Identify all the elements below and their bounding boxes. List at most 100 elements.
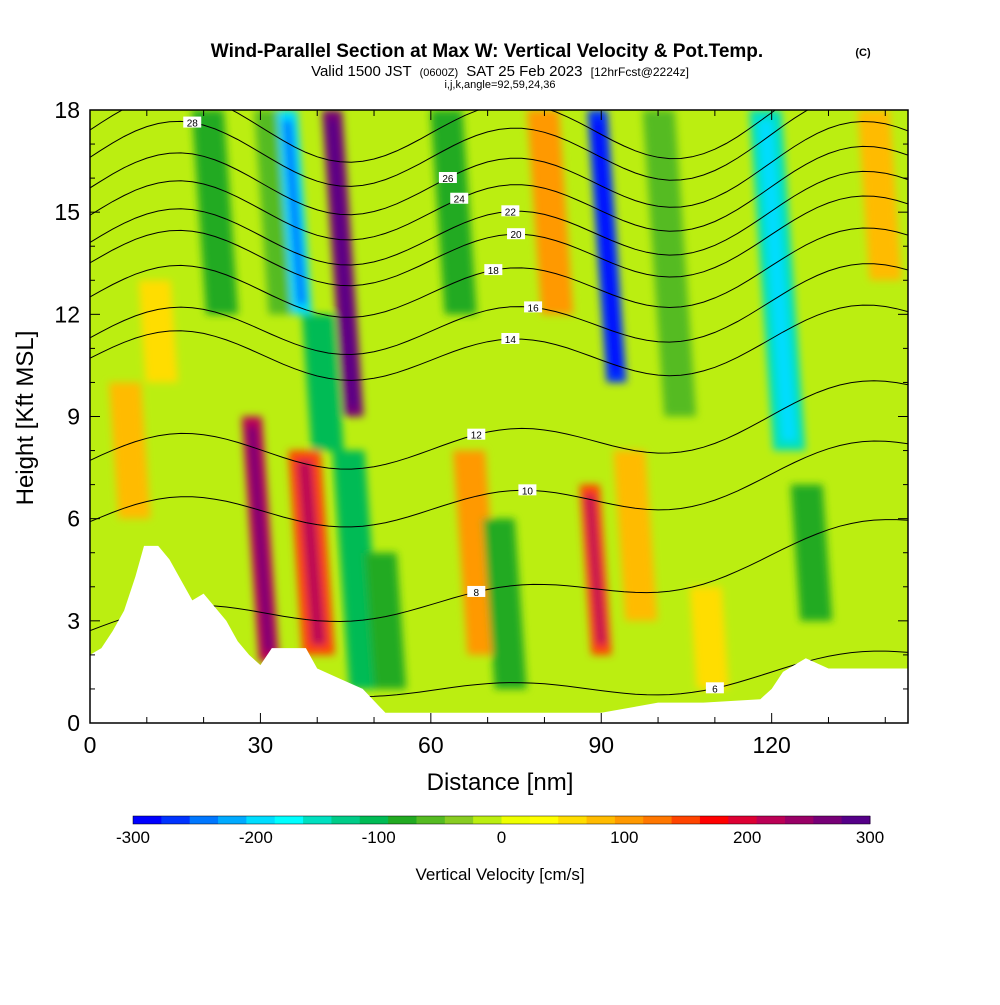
theta-contour-16	[90, 263, 908, 356]
grid-indices: i,j,k,angle=92,59,24,36	[444, 79, 555, 91]
y-axis-label: Height [Kft MSL]	[12, 331, 39, 506]
colorbar-swatch	[331, 816, 361, 824]
colorbar-swatch	[586, 816, 616, 824]
w-cell-9	[332, 450, 382, 689]
contour-label-18: 18	[488, 266, 500, 277]
colorbar-swatch	[529, 816, 559, 824]
colorbar-swatch	[643, 816, 673, 824]
contour-label-28: 28	[187, 119, 199, 130]
valid-prefix: Valid 1500 JST	[311, 63, 411, 80]
theta-contour-20	[90, 195, 908, 287]
colorbar-swatch	[614, 816, 644, 824]
theta-contour-10	[90, 440, 908, 528]
w-core-6	[297, 460, 326, 645]
colorbar-swatch	[699, 816, 729, 824]
theta-contour-28	[90, 110, 809, 187]
w-core-16	[592, 120, 622, 373]
contour-label-bg	[438, 172, 457, 184]
colorbar-frame	[132, 815, 871, 825]
contour-label-bg	[484, 264, 503, 276]
colorbar-tick-label: -100	[362, 828, 396, 847]
w-cell-19	[689, 586, 729, 689]
w-cell-21	[790, 484, 833, 621]
colorbar-swatch	[756, 816, 786, 824]
w-core-15	[585, 494, 607, 645]
colorbar-swatch	[728, 816, 758, 824]
x-tick-label: 0	[84, 732, 97, 758]
contour-label-8: 8	[473, 588, 479, 599]
terrain	[90, 545, 908, 723]
theta-contour-26	[90, 120, 908, 216]
colorbar-swatch	[841, 816, 871, 824]
contour-label-bg	[467, 428, 486, 440]
y-axis: 0 3 6 9 12 15 18	[54, 97, 908, 736]
contour-label-14: 14	[505, 335, 517, 346]
contour-label-bg	[183, 116, 202, 128]
colorbar-swatch	[416, 816, 446, 824]
colorbar-swatch	[388, 816, 417, 824]
colorbar-tick-label: 200	[733, 828, 761, 847]
contour-label-bg	[524, 301, 543, 313]
contour-label-22: 22	[505, 207, 517, 218]
colorbar-swatch	[473, 816, 502, 824]
w-cell-11	[430, 110, 477, 315]
valid-time-line: Valid 1500 JST (0600Z) SAT 25 Feb 2023 […	[311, 63, 689, 80]
valid-utc: (0600Z)	[420, 67, 459, 79]
contour-label-6: 6	[712, 684, 718, 695]
colorbar-tick-label: 100	[610, 828, 638, 847]
y-tick-label: 18	[54, 97, 80, 123]
w-cell-7	[302, 314, 344, 451]
contour-label-16: 16	[528, 303, 540, 314]
colorbar-swatch	[501, 816, 531, 824]
colorbar-swatch	[218, 816, 247, 824]
colorbar-swatch	[444, 816, 474, 824]
valid-date: SAT 25 Feb 2023	[466, 63, 582, 80]
colorbar-swatch	[274, 816, 304, 824]
vertical-velocity-field	[108, 110, 902, 689]
colorbar-tick-label: 0	[497, 828, 506, 847]
y-tick-label: 6	[67, 506, 80, 532]
contour-label-12: 12	[471, 431, 483, 442]
x-axis: 0 30 60 90 120	[84, 110, 886, 758]
colorbar-swatch	[303, 816, 332, 824]
colorbar-tick-label: 300	[856, 828, 884, 847]
colorbar-swatch	[161, 816, 191, 824]
colorbar-tick-label: -300	[116, 828, 150, 847]
colorbar-swatch	[558, 816, 588, 824]
y-tick-label: 9	[67, 404, 80, 430]
colorbar	[132, 815, 871, 825]
y-tick-label: 3	[67, 608, 80, 634]
w-cell-18	[642, 110, 697, 417]
w-core-5	[282, 120, 307, 305]
colorbar-swatch	[671, 816, 701, 824]
contour-label-24: 24	[454, 195, 466, 206]
x-axis-label: Distance [nm]	[427, 769, 574, 796]
theta-contour-12	[90, 380, 908, 470]
contour-label-bg	[467, 585, 486, 597]
colorbar-swatch	[189, 816, 219, 824]
contour-label-bg	[450, 192, 469, 204]
x-tick-label: 90	[588, 732, 614, 758]
theta-contour-24	[90, 145, 908, 241]
colorbar-swatch	[246, 816, 276, 824]
colorbar-swatch	[784, 816, 814, 824]
copyright-mark: (C)	[855, 47, 871, 59]
y-tick-label: 12	[54, 301, 80, 327]
w-cell-0	[108, 382, 151, 519]
w-cell-12	[453, 450, 500, 655]
contour-label-bg	[705, 682, 724, 694]
x-tick-label: 120	[752, 732, 790, 758]
colorbar-label: Vertical Velocity [cm/s]	[415, 865, 584, 884]
x-tick-label: 60	[418, 732, 444, 758]
contour-label-bg	[501, 205, 520, 217]
w-cell-2	[191, 110, 239, 315]
forecast-info: [12hrFcst@2224z]	[591, 65, 689, 79]
contour-label-10: 10	[522, 486, 534, 497]
contour-label-bg	[507, 228, 526, 240]
colorbar-tick-label: -200	[239, 828, 273, 847]
y-tick-label: 15	[54, 199, 80, 225]
chart-title: Wind-Parallel Section at Max W: Vertical…	[211, 41, 763, 62]
y-tick-label: 0	[67, 710, 80, 736]
